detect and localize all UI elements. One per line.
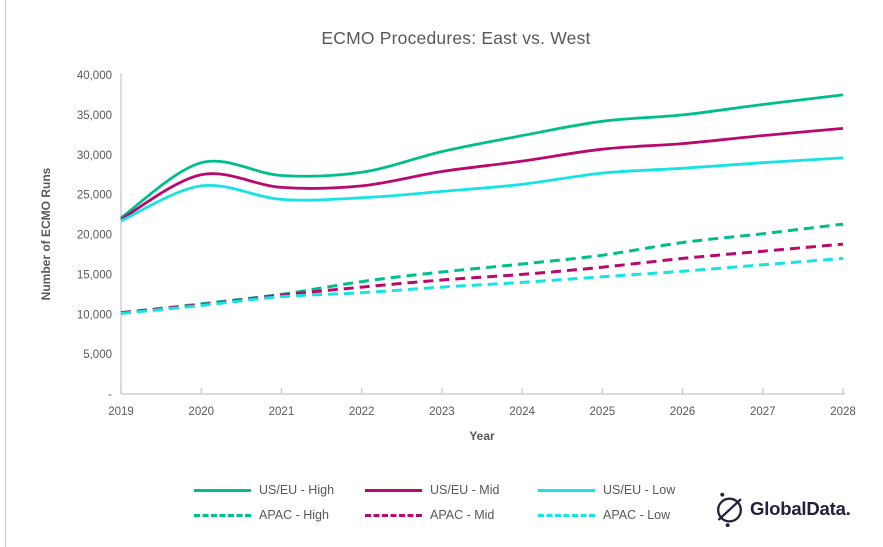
globaldata-logo-icon [717,492,742,527]
y-tick-label: 35,000 [77,110,112,122]
legend-item-apac-low: APAC - Low [538,507,718,523]
legend: US/EU - High US/EU - Mid US/EU - Low APA… [194,482,718,523]
legend-label: APAC - High [259,508,329,522]
legend-line-swatch [194,513,251,517]
x-axis-title: Year [469,429,495,443]
legend-label: APAC - Low [603,508,671,522]
x-tick-label: 2028 [830,406,856,418]
x-tick-label: 2025 [590,406,616,418]
legend-label: US/EU - High [259,483,335,497]
globaldata-logo-text: GlobalData. [750,498,851,519]
x-tick-label: 2022 [349,406,375,418]
series-line-us-eu-high [120,93,844,219]
x-tick-label: 2024 [509,406,535,418]
legend-line-swatch [538,513,595,517]
x-tick-label: 2026 [670,406,696,418]
legend-label: APAC - Mid [430,508,495,522]
y-tick-label: 5,000 [83,349,112,361]
chart-title: ECMO Procedures: East vs. West [321,28,591,48]
x-tick-label: 2021 [269,406,295,418]
legend-item-us-eu-high: US/EU - High [194,482,365,498]
legend-item-apac-mid: APAC - Mid [365,507,538,523]
legend-item-us-eu-mid: US/EU - Mid [365,482,538,498]
x-tick-label: 2020 [188,406,214,418]
y-tick-label: 15,000 [77,269,112,281]
x-tick-label: 2019 [108,406,134,418]
globaldata-logo: GlobalData. [714,490,851,528]
y-tick-label: 20,000 [77,230,112,242]
legend-item-us-eu-low: US/EU - Low [538,482,718,498]
series-line-apac-mid [120,242,844,315]
series-line-us-eu-low [120,156,844,223]
y-tick-label: 40,000 [77,70,112,82]
y-tick-label: 10,000 [77,309,112,321]
x-tick-label: 2023 [429,406,455,418]
series-line-apac-low [120,256,844,315]
legend-line-swatch [194,488,251,492]
page-left-border [5,0,6,547]
legend-line-swatch [538,488,595,492]
y-tick-label: 25,000 [77,190,112,202]
y-tick-label: 30,000 [77,150,112,162]
legend-line-swatch [365,513,422,517]
legend-label: US/EU - Low [603,483,676,497]
legend-line-swatch [365,488,422,492]
x-tick-label: 2027 [750,406,776,418]
series-line-us-eu-mid [120,127,844,221]
y-tick-label: - [108,389,112,401]
legend-item-apac-high: APAC - High [194,507,365,523]
legend-label: US/EU - Mid [430,483,500,497]
